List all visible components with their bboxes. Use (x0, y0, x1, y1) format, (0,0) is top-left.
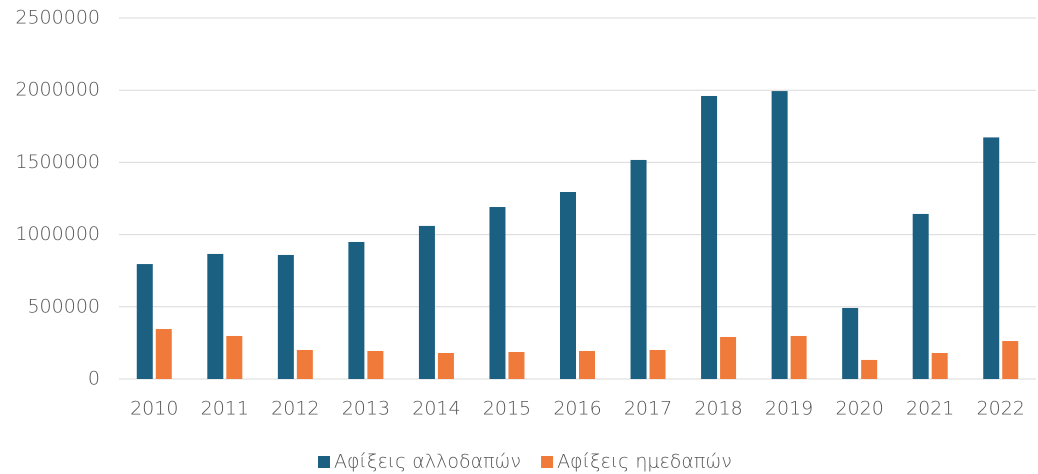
y-tick-label: 1000000 (15, 223, 100, 245)
x-tick-label: 2017 (624, 398, 672, 420)
x-tick-label: 2016 (553, 398, 601, 420)
bar (790, 335, 807, 379)
x-tick-label: 2011 (201, 398, 249, 420)
x-tick-label: 2014 (412, 398, 460, 420)
y-tick-label: 2000000 (15, 79, 100, 101)
y-tick-label: 2500000 (15, 7, 100, 29)
x-tick-label: 2018 (694, 398, 742, 420)
bar (701, 95, 718, 379)
bar (983, 137, 1000, 379)
bar (649, 349, 666, 379)
bar (296, 349, 313, 379)
bar (560, 192, 576, 379)
x-tick-label: 2010 (130, 398, 178, 420)
bar (508, 351, 525, 379)
bar (437, 353, 454, 379)
legend-swatch (541, 456, 554, 468)
bar (842, 307, 859, 379)
bar (348, 241, 365, 379)
bar (720, 336, 737, 379)
y-tick-label: 1500000 (15, 151, 100, 173)
bar (367, 350, 384, 379)
x-tick-label: 2012 (271, 398, 319, 420)
bar (912, 213, 929, 379)
bar (861, 359, 878, 379)
x-tick-label: 2019 (765, 398, 813, 420)
legend-label: Αφίξεις αλλοδαπών (334, 451, 521, 473)
x-tick-label: 2021 (906, 398, 954, 420)
bar (1002, 341, 1019, 379)
bar (771, 91, 788, 379)
bar (277, 254, 294, 379)
x-tick-label: 2022 (977, 398, 1025, 420)
bar (931, 353, 948, 379)
y-tick-label: 500000 (27, 295, 100, 317)
legend-swatch (318, 456, 330, 468)
x-tick-label: 2020 (835, 398, 883, 420)
bar (136, 264, 153, 379)
bar (207, 253, 224, 379)
legend-label: Αφίξεις ημεδαπών (557, 451, 732, 473)
y-tick-label: 0 (88, 368, 100, 390)
bar (155, 329, 172, 379)
bar (226, 335, 243, 379)
bar (630, 159, 647, 379)
x-tick-label: 2013 (342, 398, 390, 420)
bar (489, 207, 506, 379)
x-tick-label: 2015 (483, 398, 531, 420)
bar (418, 225, 435, 379)
bar (579, 350, 595, 379)
